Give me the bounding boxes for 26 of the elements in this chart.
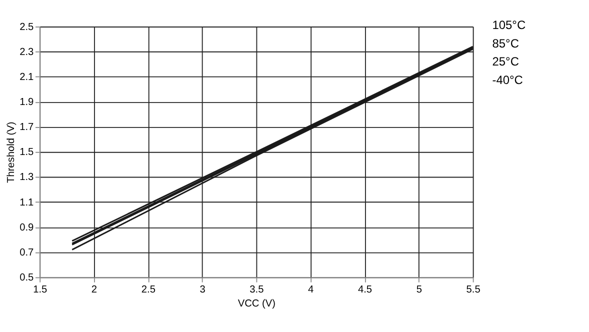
x-tick-label: 4 bbox=[308, 284, 314, 296]
y-tick-label: 1.7 bbox=[20, 122, 34, 134]
x-axis-title: VCC (V) bbox=[238, 298, 276, 310]
x-tick-label: 2 bbox=[91, 284, 98, 296]
x-tick-label: 5 bbox=[416, 284, 422, 296]
text: -40°C bbox=[492, 73, 524, 88]
y-tick-label: 1.9 bbox=[20, 96, 34, 108]
series-label: 25°C bbox=[492, 54, 520, 69]
y-tick-label: 0.5 bbox=[20, 272, 34, 284]
y-tick-label: 2.5 bbox=[20, 22, 34, 33]
y-tick-label: 1.1 bbox=[20, 197, 34, 208]
text: 105°C bbox=[492, 18, 526, 32]
x-tick-label: 3.5 bbox=[250, 284, 264, 296]
series-label: 85°C bbox=[492, 36, 520, 50]
y-tick-label: 0.7 bbox=[20, 247, 34, 258]
y-tick-label: 1.5 bbox=[20, 147, 34, 158]
y-tick-label: 0.9 bbox=[20, 222, 34, 234]
x-tick-label: 3 bbox=[200, 284, 206, 296]
x-tick-label: 5.5 bbox=[466, 284, 481, 296]
y-tick-label: 1.3 bbox=[20, 172, 34, 184]
x-tick-label: 1.5 bbox=[33, 284, 48, 296]
y-tick-label: 2.1 bbox=[20, 72, 34, 83]
x-tick-label: 4.5 bbox=[358, 284, 372, 296]
x-tick-label: 2.5 bbox=[141, 284, 156, 296]
y-axis-title: Threshold (V) bbox=[6, 122, 18, 184]
y-tick-label: 2.3 bbox=[20, 46, 34, 58]
